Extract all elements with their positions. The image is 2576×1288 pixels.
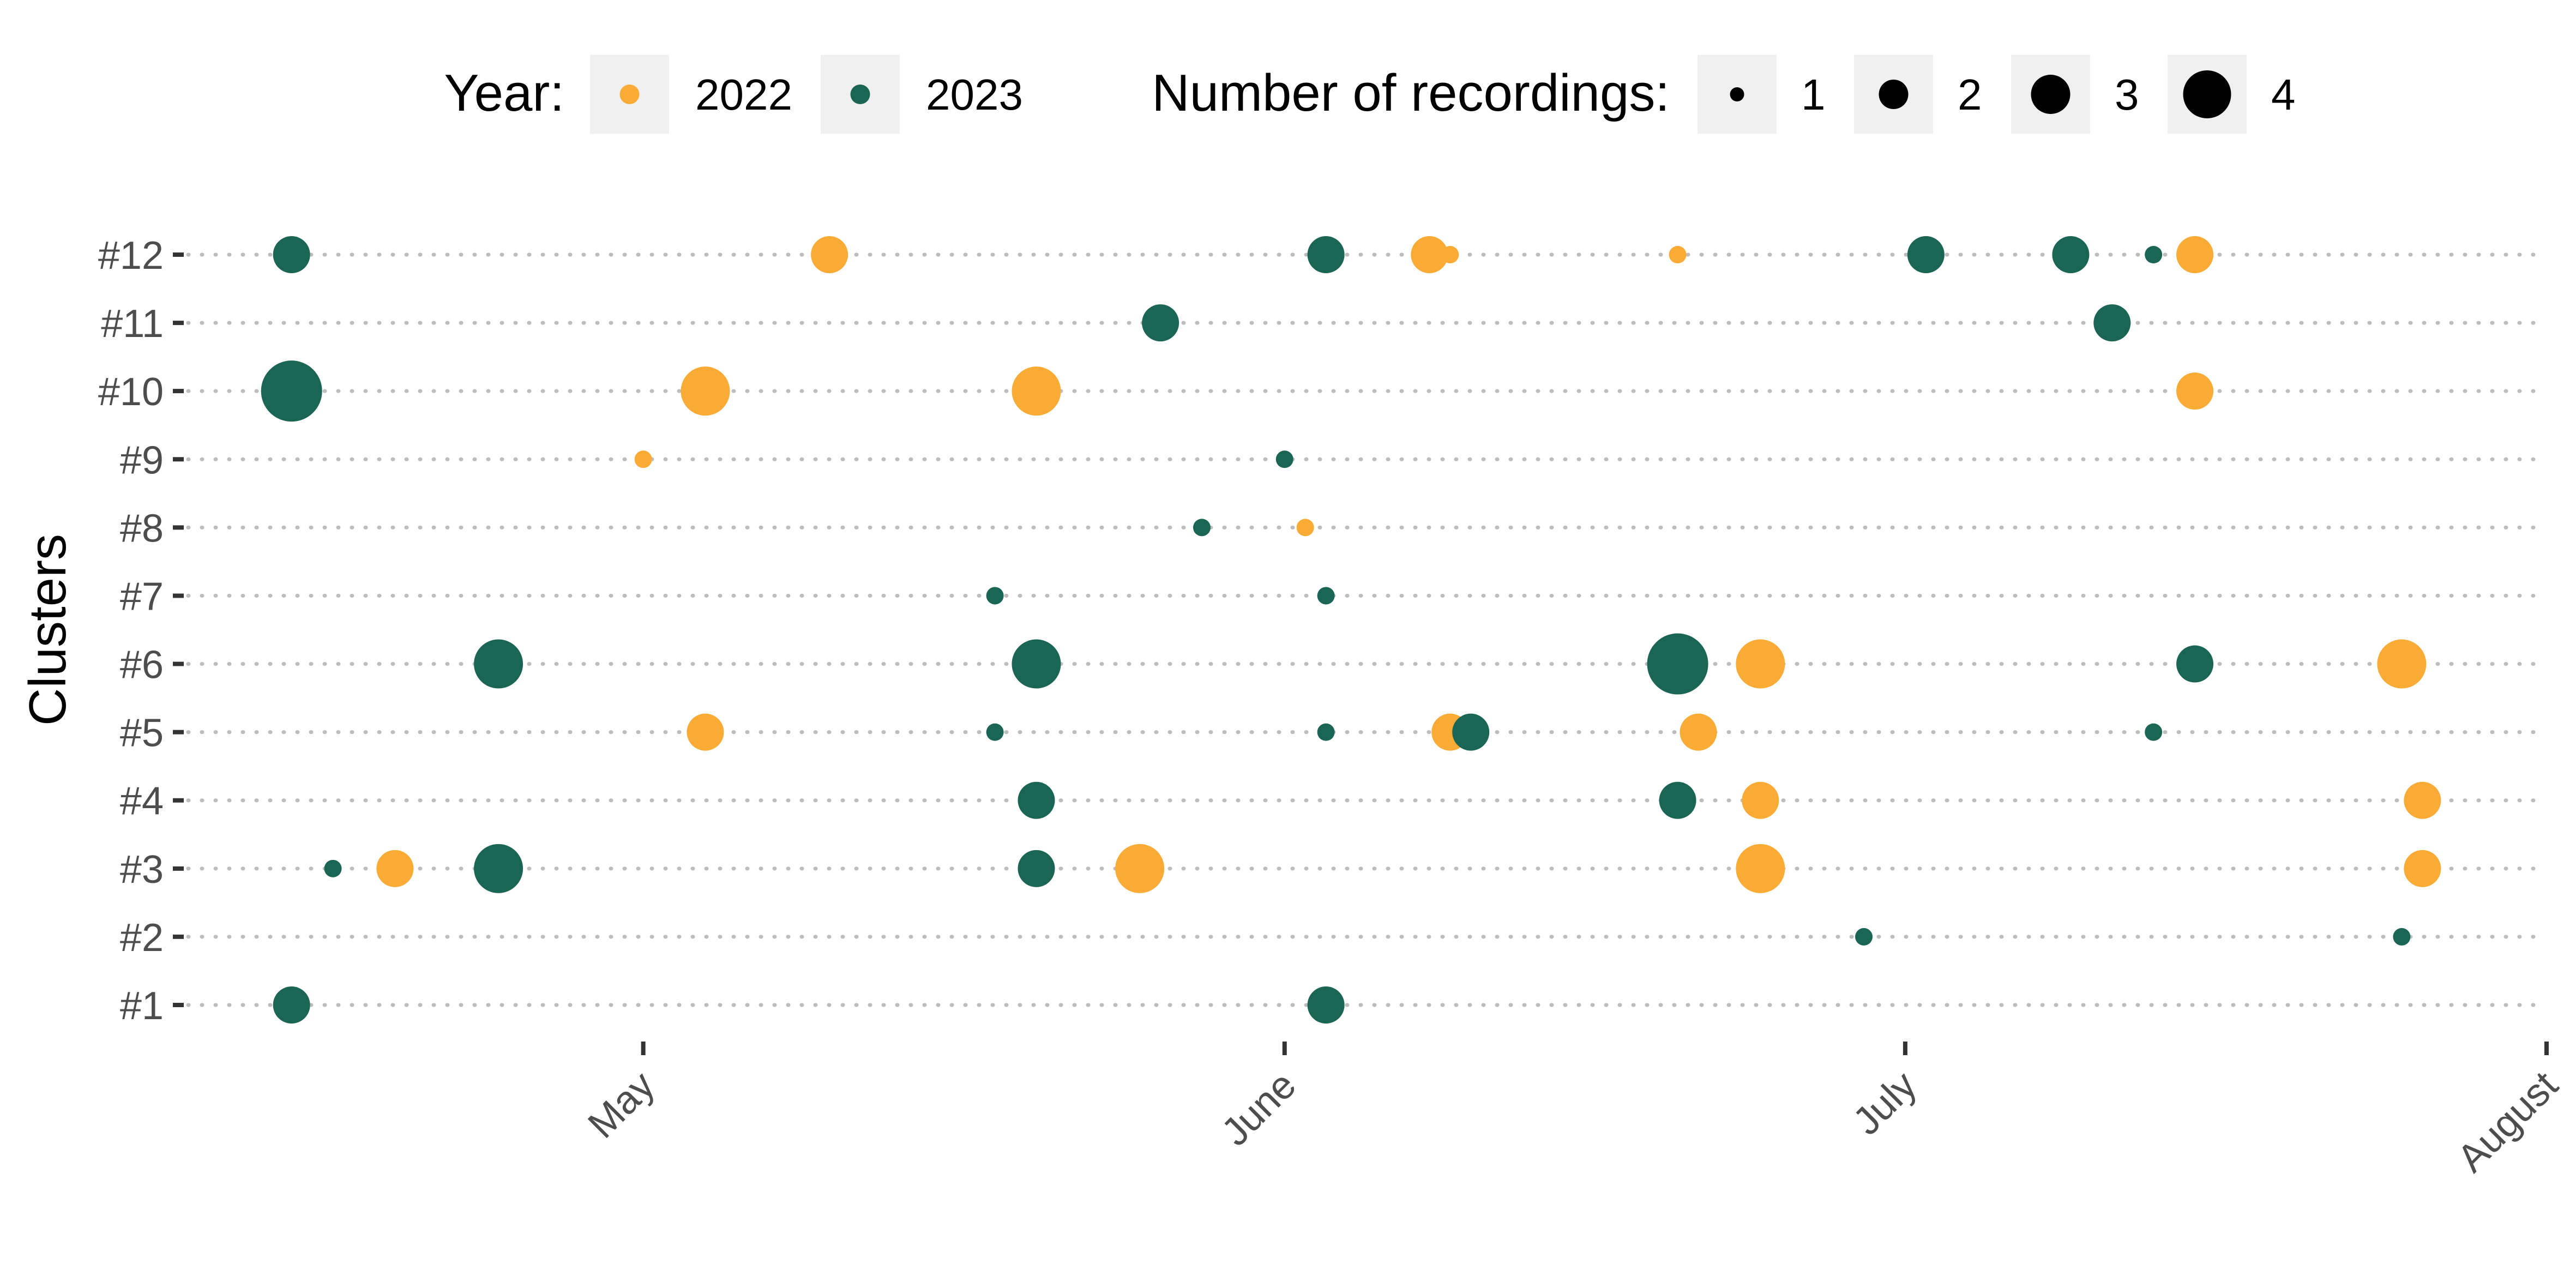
y-axis-title: Clusters bbox=[19, 534, 77, 726]
data-point-2023 bbox=[2393, 928, 2411, 946]
x-tick-label: August bbox=[2449, 1063, 2566, 1181]
y-tick-label: #1 bbox=[120, 984, 164, 1028]
data-point-2022 bbox=[1680, 713, 1717, 751]
data-point-2023 bbox=[1647, 633, 1708, 695]
data-point-2023 bbox=[2176, 645, 2214, 683]
data-point-2023 bbox=[1307, 986, 1345, 1024]
legend: Year: 2022 2023 Number of recordings: 1 2 3 4 bbox=[444, 55, 2296, 134]
legend-size-label: 1 bbox=[1801, 70, 1826, 119]
data-point-2022 bbox=[2377, 639, 2427, 689]
data-point-2023 bbox=[1317, 723, 1335, 741]
data-point-2022 bbox=[2404, 781, 2441, 819]
data-point-2023 bbox=[2052, 236, 2090, 273]
data-point-2023 bbox=[1193, 519, 1211, 537]
legend-size-swatch bbox=[1730, 87, 1744, 101]
data-point-2022 bbox=[811, 236, 848, 273]
x-tick-label: May bbox=[580, 1063, 663, 1147]
y-tick-label: #7 bbox=[120, 575, 164, 618]
y-tick-label: #11 bbox=[101, 302, 164, 346]
data-point-2023 bbox=[1907, 236, 1945, 273]
data-point-2022 bbox=[1296, 519, 1314, 537]
x-tick-label: July bbox=[1845, 1063, 1925, 1143]
data-point-2023 bbox=[2145, 246, 2163, 263]
legend-size-swatch bbox=[1879, 80, 1909, 109]
data-point-2022 bbox=[2176, 236, 2214, 273]
data-point-2023 bbox=[474, 844, 523, 893]
legend-year-label: 2023 bbox=[926, 70, 1023, 119]
data-point-2023 bbox=[273, 986, 310, 1024]
data-point-2023 bbox=[1275, 450, 1293, 468]
legend-year-title: Year: bbox=[444, 64, 564, 122]
x-tick-label: June bbox=[1213, 1063, 1304, 1154]
y-tick-label: #9 bbox=[120, 438, 164, 482]
legend-year-swatch bbox=[850, 85, 870, 104]
legend-size-label: 2 bbox=[1958, 70, 1982, 119]
data-point-2022 bbox=[1736, 639, 1785, 689]
legend-year-label: 2022 bbox=[695, 70, 792, 119]
y-tick-label: #2 bbox=[120, 916, 164, 960]
data-point-2023 bbox=[324, 859, 342, 877]
data-point-2022 bbox=[376, 850, 414, 887]
data-point-2022 bbox=[1742, 781, 1779, 819]
y-tick-label: #12 bbox=[98, 234, 164, 278]
data-points bbox=[261, 236, 2441, 1024]
data-point-2023 bbox=[1012, 639, 1061, 689]
data-point-2022 bbox=[634, 450, 652, 468]
data-point-2022 bbox=[1736, 844, 1785, 893]
data-point-2022 bbox=[687, 713, 724, 751]
data-point-2022 bbox=[681, 366, 730, 416]
y-tick-label: #6 bbox=[120, 643, 164, 687]
y-tick-label: #5 bbox=[120, 712, 164, 755]
data-point-2023 bbox=[1659, 781, 1696, 819]
data-point-2022 bbox=[2404, 850, 2441, 887]
data-point-2023 bbox=[273, 236, 310, 273]
y-tick-label: #8 bbox=[120, 507, 164, 550]
data-point-2023 bbox=[474, 639, 523, 689]
y-tick-label: #3 bbox=[120, 848, 164, 892]
data-point-2022 bbox=[1441, 246, 1459, 263]
data-point-2023 bbox=[2093, 304, 2131, 342]
data-point-2023 bbox=[2145, 723, 2163, 741]
data-point-2023 bbox=[1018, 850, 1055, 887]
data-point-2023 bbox=[261, 360, 322, 422]
y-tick-label: #10 bbox=[98, 370, 164, 414]
data-point-2023 bbox=[1855, 928, 1873, 946]
data-point-2023 bbox=[1142, 304, 1179, 342]
data-point-2022 bbox=[2176, 372, 2214, 410]
gridlines bbox=[186, 252, 2549, 1007]
y-tick-label: #4 bbox=[120, 780, 164, 823]
data-point-2022 bbox=[1115, 844, 1165, 893]
data-point-2023 bbox=[1018, 781, 1055, 819]
y-axis: #1 #2 #3 #4 #5 #6 #7 #8 #9 #10 #11 #12 bbox=[98, 234, 184, 1028]
legend-size-title: Number of recordings: bbox=[1152, 64, 1670, 122]
data-point-2023 bbox=[986, 587, 1004, 605]
data-point-2023 bbox=[1307, 236, 1345, 273]
legend-year-swatch bbox=[619, 85, 640, 104]
data-point-2022 bbox=[1012, 366, 1061, 416]
x-axis: May June July August bbox=[580, 1042, 2566, 1181]
data-point-2023 bbox=[1317, 587, 1335, 605]
data-point-2022 bbox=[1411, 236, 1448, 273]
data-point-2022 bbox=[1669, 246, 1687, 263]
data-point-2023 bbox=[1452, 713, 1490, 751]
data-point-2023 bbox=[986, 723, 1004, 741]
legend-size-label: 4 bbox=[2271, 70, 2296, 119]
legend-size-swatch bbox=[2183, 70, 2231, 118]
legend-size-swatch bbox=[2031, 75, 2071, 114]
legend-size-label: 3 bbox=[2115, 70, 2139, 119]
